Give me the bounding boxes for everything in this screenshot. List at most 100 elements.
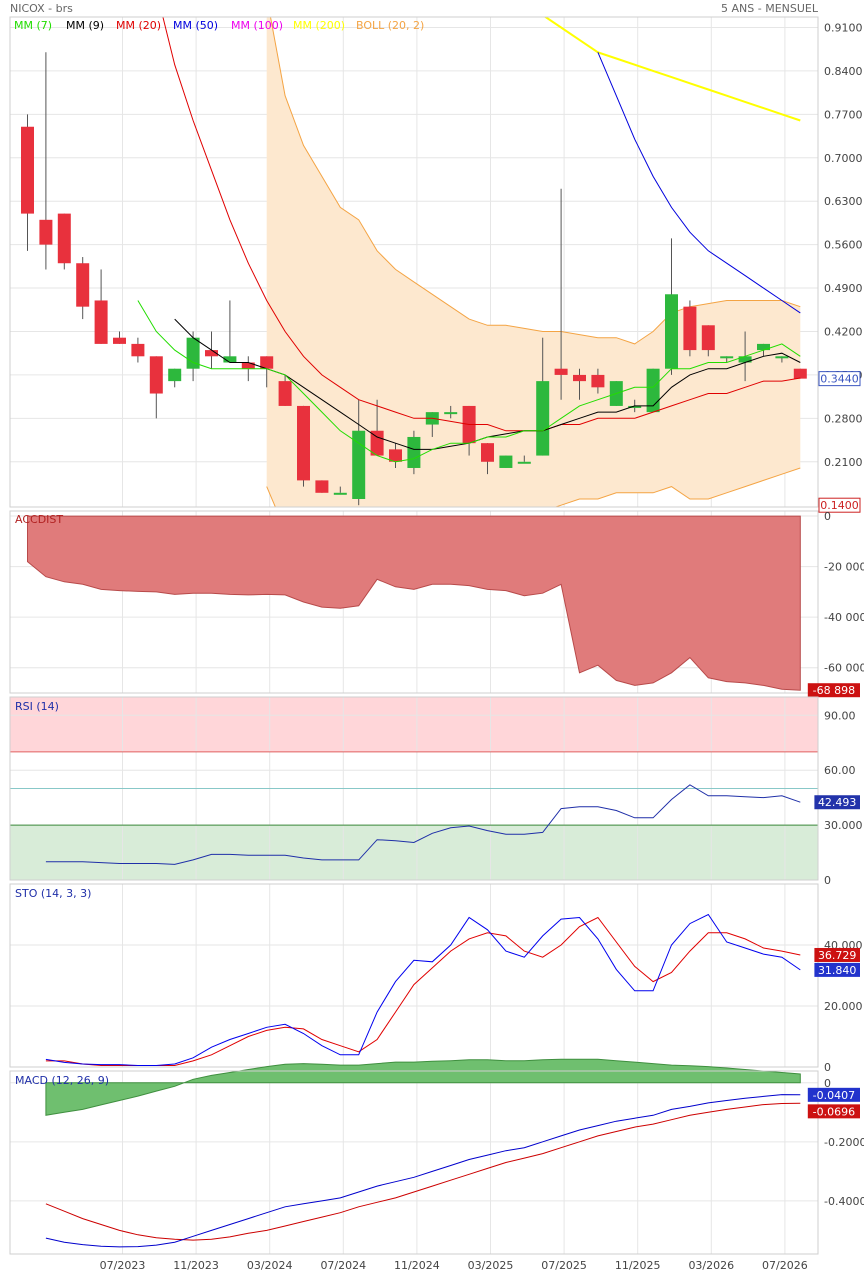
legend-ma200: MM (200) [293,19,345,32]
macd-last-label: -0.0407 [813,1089,855,1102]
bollinger-lower [266,467,801,507]
price-tick-10: 0.2100 [824,456,863,469]
x-tick-label: 03/2025 [468,1259,514,1272]
x-axis: 07/2023 11/2023 03/2024 07/2024 11/2024 03/20… [100,1259,808,1272]
candle-body [683,306,697,351]
candle-body [241,362,255,369]
candle-body [517,461,531,464]
candle-body [315,480,329,493]
sto-tick-2: 0 [824,1061,831,1074]
candle-body [389,449,402,462]
candle-body [370,430,384,456]
acc-frame [9,510,819,694]
candle-body [646,368,660,413]
candle-body [297,405,310,481]
macd-title: MACD (12, 26, 9) [15,1074,109,1087]
rsi-oversold-zone [10,825,818,880]
rsi-line [45,784,801,865]
price-tick-0: 0.9100 [824,21,863,34]
acc-tick-1: -20 000 [824,561,864,574]
x-tick-label: 11/2023 [173,1259,219,1272]
candle-body [149,356,163,394]
price-legend: MM (7) MM (9) MM (20) MM (50) MM (100) M… [14,19,424,32]
rsi-last-label-bg [814,795,860,810]
price-tick-6: 0.4900 [824,282,863,295]
legend-ma7: MM (7) [14,19,52,32]
legend-ma50: MM (50) [173,19,218,32]
candle-body [168,368,182,382]
candle-body [444,412,458,415]
symbol-label: NICOX - brs [10,2,73,15]
macd-panel: 0 -0.2000 -0.4000 -0.0696 -0.0407 [9,1058,864,1255]
price-tick-4: 0.6300 [824,195,863,208]
accdist-panel: 0 -20 000 -40 000 -60 000 -68 898 [9,510,864,698]
price-plot [10,17,818,507]
sto-d-line [45,916,801,1066]
period-label: 5 ANS - MENSUEL [721,2,819,15]
x-tick-label: 07/2023 [100,1259,146,1272]
accdist-area [27,515,801,691]
candle-body [333,492,347,495]
candle-body [481,443,494,462]
candle-body [131,343,145,357]
price-tick-7: 0.4200 [824,325,863,338]
acc-last-label: -68 898 [813,684,855,697]
rsi-tick-0: 90.00 [824,709,856,722]
candle-body [499,455,513,468]
legend-ma20: MM (20) [116,19,161,32]
x-tick-label: 11/2024 [394,1259,440,1272]
candle-body [39,219,53,245]
sto-k-last-label-bg [814,962,860,977]
low-price-label: 0.1400 [820,499,859,512]
bollinger-band [266,17,801,507]
ma50-line [597,52,801,314]
candle-body [186,337,200,369]
last-price-label: 0.3440 [820,373,859,386]
candle-body [536,381,550,456]
macd-last-label-bg [807,1087,860,1102]
last-price-box [818,371,861,387]
price-frame [9,16,819,508]
acc-tick-3: -60 000 [824,662,864,675]
rsi-title: RSI (14) [15,700,59,713]
legend-boll: BOLL (20, 2) [356,19,424,32]
sto-title: STO (14, 3, 3) [15,887,91,900]
macd-tick-0: 0 [824,1077,831,1090]
candle-body [113,337,126,344]
rsi-panel: 90.00 60.00 30.000 0 42.493 [9,696,863,887]
macd-signal-line [45,1102,801,1241]
x-tick-label: 03/2026 [688,1259,734,1272]
ma20-line [162,17,801,432]
ma7-line [137,300,801,463]
bollinger-upper [269,17,801,345]
sto-k-last-label: 31.840 [818,964,857,977]
acc-last-label-bg [807,683,860,698]
candle-body [260,356,274,369]
sto-tick-1: 20.000 [824,1000,863,1013]
candle-body [278,381,292,406]
candle-body [738,356,752,363]
candle-body [223,356,237,363]
price-tick-5: 0.5600 [824,239,863,252]
macd-frame [9,1070,819,1255]
ma200-line [543,17,801,122]
candle-body [21,126,34,214]
candle-body [94,300,108,344]
accdist-title: ACCDIST [15,513,63,526]
rsi-tick-1: 60.00 [824,764,856,777]
low-price-box [818,497,861,513]
candle-body [701,325,715,351]
acc-tick-0: 0 [824,510,831,523]
candle-body [554,368,568,375]
candle-body [665,294,678,369]
sto-d-last-label-bg [814,947,860,962]
candle-body [573,374,586,382]
rsi-last-label: 42.493 [818,796,857,809]
candle-body [57,213,71,264]
rsi-tick-2: 30.000 [824,819,863,832]
macd-tick-1: -0.2000 [824,1136,864,1149]
candle-body [591,374,605,388]
candle-body [407,436,421,468]
rsi-frame [9,696,819,881]
acc-tick-2: -40 000 [824,611,864,624]
